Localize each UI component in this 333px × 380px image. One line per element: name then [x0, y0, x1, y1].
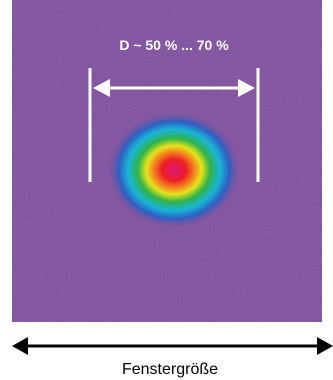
beam-spot	[108, 112, 240, 228]
arrow-head	[12, 337, 28, 355]
arrow-head	[317, 337, 333, 355]
window-label: Fenstergröße	[122, 361, 218, 378]
diagram: D ~ 50 % ... 70 % Fenstergröße	[0, 0, 333, 380]
diameter-label: D ~ 50 % ... 70 %	[119, 37, 229, 53]
